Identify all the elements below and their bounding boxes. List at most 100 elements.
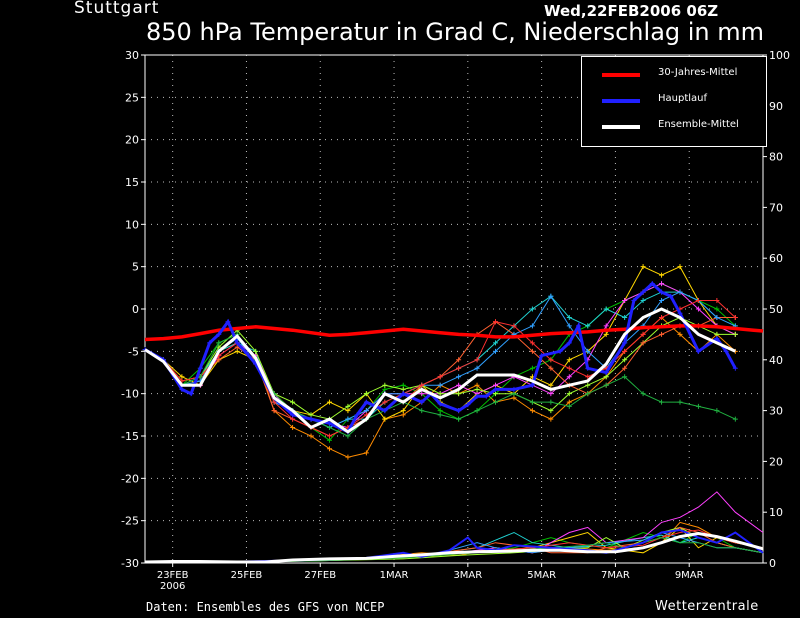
data-point-marker <box>308 416 314 422</box>
data-point-marker <box>659 281 665 287</box>
member-temperature-series <box>144 291 736 429</box>
data-point-marker <box>677 264 683 270</box>
data-point-marker <box>640 391 646 397</box>
data-point-marker <box>677 310 683 316</box>
data-point-marker <box>566 365 572 371</box>
data-point-marker <box>695 306 701 312</box>
data-point-marker <box>723 348 729 354</box>
right-tick-label: 20 <box>769 455 783 468</box>
left-tick-label: 20 <box>125 134 139 147</box>
data-point-marker <box>714 306 720 312</box>
tick-labels: 302520151050-5-10-15-20-25-3010090807060… <box>121 49 790 592</box>
data-point-marker <box>493 386 499 392</box>
data-point-marker <box>382 399 388 405</box>
data-point-marker <box>326 420 332 426</box>
data-point-marker <box>714 298 720 304</box>
data-point-marker <box>456 416 462 422</box>
left-tick-label: -10 <box>121 388 139 401</box>
data-point-marker <box>695 298 701 304</box>
data-point-marker <box>382 416 388 422</box>
data-point-marker <box>566 399 572 405</box>
data-point-marker <box>437 408 443 414</box>
right-tick-label: 60 <box>769 252 783 265</box>
data-point-marker <box>622 357 628 363</box>
data-point-marker <box>271 408 277 414</box>
data-point-marker <box>216 344 222 350</box>
data-point-marker <box>197 365 203 371</box>
data-point-marker <box>483 393 489 399</box>
data-point-marker <box>345 416 351 422</box>
x-tick-sublabel: 2006 <box>160 581 185 592</box>
mean-precipitation-series <box>144 531 764 564</box>
data-point-marker <box>326 437 332 443</box>
legend-label-climate: 30-Jahres-Mittel <box>658 67 738 78</box>
data-point-marker <box>529 306 535 312</box>
left-tick-label: 15 <box>125 176 139 189</box>
data-point-marker <box>566 340 572 346</box>
data-point-marker <box>659 399 665 405</box>
data-point-marker <box>363 408 369 414</box>
data-point-marker <box>308 433 314 439</box>
data-point-marker <box>363 391 369 397</box>
left-tick-label: 25 <box>125 91 139 104</box>
right-tick-label: 50 <box>769 303 783 316</box>
data-point-marker <box>345 433 351 439</box>
right-tick-label: 100 <box>769 49 790 62</box>
data-point-marker <box>659 314 665 320</box>
data-point-marker <box>603 306 609 312</box>
data-point-marker <box>493 391 499 397</box>
data-point-marker <box>400 386 406 392</box>
data-point-marker <box>188 391 194 397</box>
data-point-marker <box>603 382 609 388</box>
data-point-marker <box>714 408 720 414</box>
data-point-marker <box>437 401 443 407</box>
data-point-marker <box>732 331 738 337</box>
data-point-marker <box>345 408 351 414</box>
data-point-marker <box>419 399 425 405</box>
x-tick-label: 7MAR <box>601 570 630 581</box>
right-tick-label: 30 <box>769 405 783 418</box>
data-point-marker <box>622 314 628 320</box>
data-point-marker <box>354 412 360 418</box>
data-point-marker <box>640 340 646 346</box>
data-point-marker <box>419 382 425 388</box>
data-point-marker <box>456 391 462 397</box>
legend-swatch-main <box>602 99 640 103</box>
chart-title: 850 hPa Temperatur in Grad C, Niederschl… <box>146 18 765 46</box>
data-point-marker <box>345 403 351 409</box>
data-point-marker <box>640 298 646 304</box>
data-point-marker <box>677 289 683 295</box>
data-point-marker <box>659 272 665 278</box>
data-point-marker <box>566 357 572 363</box>
data-point-marker <box>659 289 665 295</box>
data-point-marker <box>640 264 646 270</box>
right-tick-label: 70 <box>769 201 783 214</box>
data-point-marker <box>326 446 332 452</box>
data-point-marker <box>493 382 499 388</box>
data-point-marker <box>622 348 628 354</box>
data-point-marker <box>419 391 425 397</box>
data-point-marker <box>207 340 213 346</box>
data-point-marker <box>649 281 655 287</box>
data-point-marker <box>216 357 222 363</box>
data-point-marker <box>603 323 609 329</box>
data-point-marker <box>326 399 332 405</box>
data-point-marker <box>456 408 462 414</box>
member-temperature-series <box>144 291 736 429</box>
data-point-marker <box>695 403 701 409</box>
data-point-marker <box>382 386 388 392</box>
data-point-marker <box>456 357 462 363</box>
data-point-marker <box>548 357 554 363</box>
ensemble-mean-line <box>144 307 764 564</box>
right-tick-label: 80 <box>769 151 783 164</box>
data-point-marker <box>529 399 535 405</box>
data-point-marker <box>566 314 572 320</box>
data-point-marker <box>566 391 572 397</box>
left-tick-label: 10 <box>125 218 139 231</box>
data-point-marker <box>363 399 369 405</box>
data-point-marker <box>216 331 222 337</box>
data-point-marker <box>566 323 572 329</box>
data-point-marker <box>493 340 499 346</box>
left-tick-label: -5 <box>128 345 139 358</box>
data-point-marker <box>714 314 720 320</box>
